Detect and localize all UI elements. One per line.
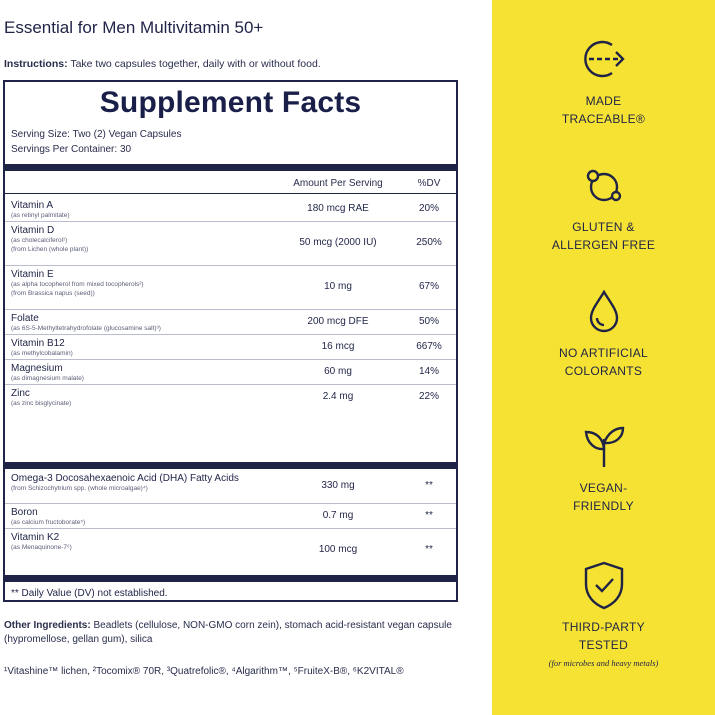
drop-icon (589, 289, 618, 333)
nutrient-source: (as Menaquinone-7⁶) (11, 544, 72, 551)
badge-label-line1: MADE (585, 94, 622, 108)
nutrient-name: Vitamin B12 (11, 338, 65, 349)
nutrient-amount: 200 mcg DFE (307, 316, 369, 327)
nutrient-name: Vitamin E (11, 269, 54, 280)
nutrient-source: (as dimagnesium malate) (11, 375, 84, 382)
badge-vegan-friendly: VEGAN- FRIENDLY (492, 423, 715, 515)
badge-note: (for microbes and heavy metals) (548, 658, 659, 668)
supplement-facts-section: Essential for Men Multivitamin 50+ Instr… (3, 18, 474, 677)
nutrient-daily-value: 14% (418, 366, 439, 377)
nutrient-name: Folate (11, 313, 39, 324)
instructions-text: Take two capsules together, daily with o… (67, 58, 321, 70)
nutrient-row: Boron (as calcium fructoborate⁵) 0.7 mg ** (5, 503, 456, 529)
sprout-icon (584, 426, 624, 467)
badge-label-line1: THIRD-PARTY (562, 620, 645, 634)
nutrient-daily-value: 667% (416, 341, 442, 352)
nutrient-name: Vitamin K2 (11, 532, 60, 543)
thick-divider-mid (5, 462, 456, 469)
nutrient-amount: 0.7 mg (322, 510, 354, 521)
nutrient-daily-value: 50% (418, 316, 439, 327)
nutrient-amount: 10 mg (324, 281, 352, 292)
nutrient-daily-value: 20% (418, 203, 439, 214)
nutrient-daily-value: 22% (418, 391, 439, 402)
nutrient-amount: 100 mcg (318, 544, 358, 555)
nutrient-source: (from Lichen (whole plant)) (11, 246, 89, 253)
nutrient-source: (as alpha tocopherol from mixed tocopher… (11, 281, 144, 288)
benefits-panel: MADE TRACEABLE® GLUTEN & ALLERGEN FREE NO … (492, 0, 715, 715)
nutrient-row: Folate (as 6S-5-Methyltetrahydrofolate (g… (5, 309, 456, 335)
nutrient-row: Vitamin B12 (as methylcobalamin) 16 mcg 667… (5, 334, 456, 360)
serving-info: Serving Size: Two (2) Vegan Capsules Ser… (11, 129, 181, 159)
supplement-facts-title: Supplement Facts (99, 86, 362, 119)
badge-made-traceable: MADE TRACEABLE® (492, 36, 715, 128)
nutrient-row: Zinc (as zinc bisglycinate) 2.4 mg 22% (5, 384, 456, 409)
thick-divider-bottom (5, 575, 456, 582)
badge-label-line2: TRACEABLE® (561, 112, 646, 126)
nutrient-amount: 16 mcg (321, 341, 355, 352)
nutrient-name: Vitamin D (11, 225, 55, 236)
instructions: Instructions: Take two capsules together… (4, 58, 321, 70)
badge-label-line1: VEGAN- (579, 481, 628, 495)
nutrient-daily-value: ** (425, 480, 433, 491)
other-ingredients: Other Ingredients: Beadlets (cellulose, … (4, 619, 474, 647)
servings-per-container: Servings Per Container: 30 (11, 144, 132, 155)
badge-gluten-allergen-free: GLUTEN & ALLERGEN FREE (492, 162, 715, 254)
nutrient-daily-value: ** (425, 544, 433, 555)
nutrient-name: Boron (11, 507, 38, 518)
nutrient-source: (as calcium fructoborate⁵) (11, 519, 86, 526)
nutrient-row: Vitamin K2 (as Menaquinone-7⁶) 100 mcg ** (5, 528, 456, 572)
serving-size: Serving Size: Two (2) Vegan Capsules (11, 129, 182, 140)
other-ingredients-text: Beadlets (cellulose, NON-GMO corn zein),… (4, 620, 452, 645)
nutrient-amount: 180 mcg RAE (307, 203, 369, 214)
badge-third-party-tested: THIRD-PARTY TESTED (for microbes and heav… (492, 560, 715, 668)
nutrient-source: (as 6S-5-Methyltetrahydrofolate (glucosa… (11, 325, 161, 332)
column-header-amount: Amount Per Serving (293, 178, 383, 189)
badge-label-line1: NO ARTIFICIAL (558, 346, 649, 360)
nutrient-source: (as cholecalciferol¹) (11, 237, 68, 244)
nutrient-amount: 50 mcg (2000 IU) (299, 237, 377, 248)
traceable-arrow-icon (583, 40, 625, 78)
badge-label-line1: GLUTEN & (572, 220, 635, 234)
nutrient-daily-value: ** (425, 510, 433, 521)
shield-check-icon (584, 561, 623, 610)
nutrient-source: (as retinyl palmitate) (11, 212, 70, 219)
nutrient-source: (from Brassica napus (seed)) (11, 290, 95, 297)
nutrient-name: Omega-3 Docosahexaenoic Acid (DHA) Fatty… (11, 473, 239, 484)
nutrient-row: Omega-3 Docosahexaenoic Acid (DHA) Fatty… (5, 469, 456, 504)
footnotes: ¹Vitashine™ lichen, ²Tocomix® 70R, ³Quat… (4, 666, 404, 677)
nutrient-amount: 330 mg (321, 480, 355, 491)
nutrient-row: Vitamin A (as retinyl palmitate) 180 mcg R… (5, 196, 456, 222)
nutrient-name: Zinc (11, 388, 30, 399)
nutrient-daily-value: 67% (418, 281, 439, 292)
badge-label-line2: ALLERGEN FREE (551, 238, 656, 252)
nutrient-source: (from Schizochytrium spp. (whole microal… (11, 485, 148, 492)
nutrient-row: Vitamin D (as cholecalciferol¹) (from Lich… (5, 221, 456, 266)
nutrient-amount: 60 mg (324, 366, 352, 377)
molecule-icon (586, 169, 621, 202)
badge-label-line2: TESTED (578, 638, 629, 652)
nutrient-source: (as methylcobalamin) (11, 350, 73, 357)
daily-value-note: ** Daily Value (DV) not established. (11, 588, 168, 599)
column-header-dv: %DV (417, 178, 441, 189)
badge-label-line2: FRIENDLY (573, 499, 634, 513)
nutrient-daily-value: 250% (416, 237, 442, 248)
nutrient-row: Magnesium (as dimagnesium malate) 60 mg 14% (5, 359, 456, 385)
badge-no-artificial-colorants: NO ARTIFICIAL COLORANTS (492, 288, 715, 380)
nutrient-amount: 2.4 mg (322, 391, 354, 402)
supplement-facts-panel: Supplement Facts Serving Size: Two (2) V… (3, 80, 458, 602)
product-title: Essential for Men Multivitamin 50+ (4, 18, 264, 37)
other-ingredients-label: Other Ingredients: (4, 620, 91, 631)
nutrient-row: Vitamin E (as alpha tocopherol from mixed… (5, 265, 456, 310)
header-divider (5, 193, 456, 194)
nutrient-name: Magnesium (11, 363, 63, 374)
nutrient-name: Vitamin A (11, 200, 54, 211)
badge-label-line2: COLORANTS (564, 364, 643, 378)
thick-divider (5, 164, 456, 171)
instructions-label: Instructions: (4, 58, 68, 70)
nutrient-source: (as zinc bisglycinate) (11, 400, 72, 407)
